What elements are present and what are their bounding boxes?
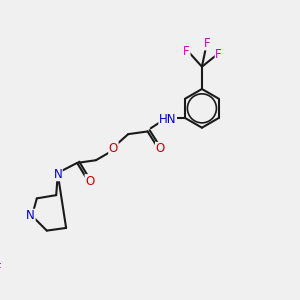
Text: O: O	[155, 142, 165, 155]
Text: O: O	[109, 142, 118, 154]
Text: HN: HN	[159, 113, 176, 126]
Text: N: N	[53, 168, 62, 181]
Text: F: F	[0, 262, 1, 275]
Text: F: F	[215, 48, 222, 62]
Text: F: F	[183, 45, 190, 58]
Text: F: F	[204, 37, 211, 50]
Text: O: O	[85, 175, 94, 188]
Text: N: N	[26, 209, 35, 222]
